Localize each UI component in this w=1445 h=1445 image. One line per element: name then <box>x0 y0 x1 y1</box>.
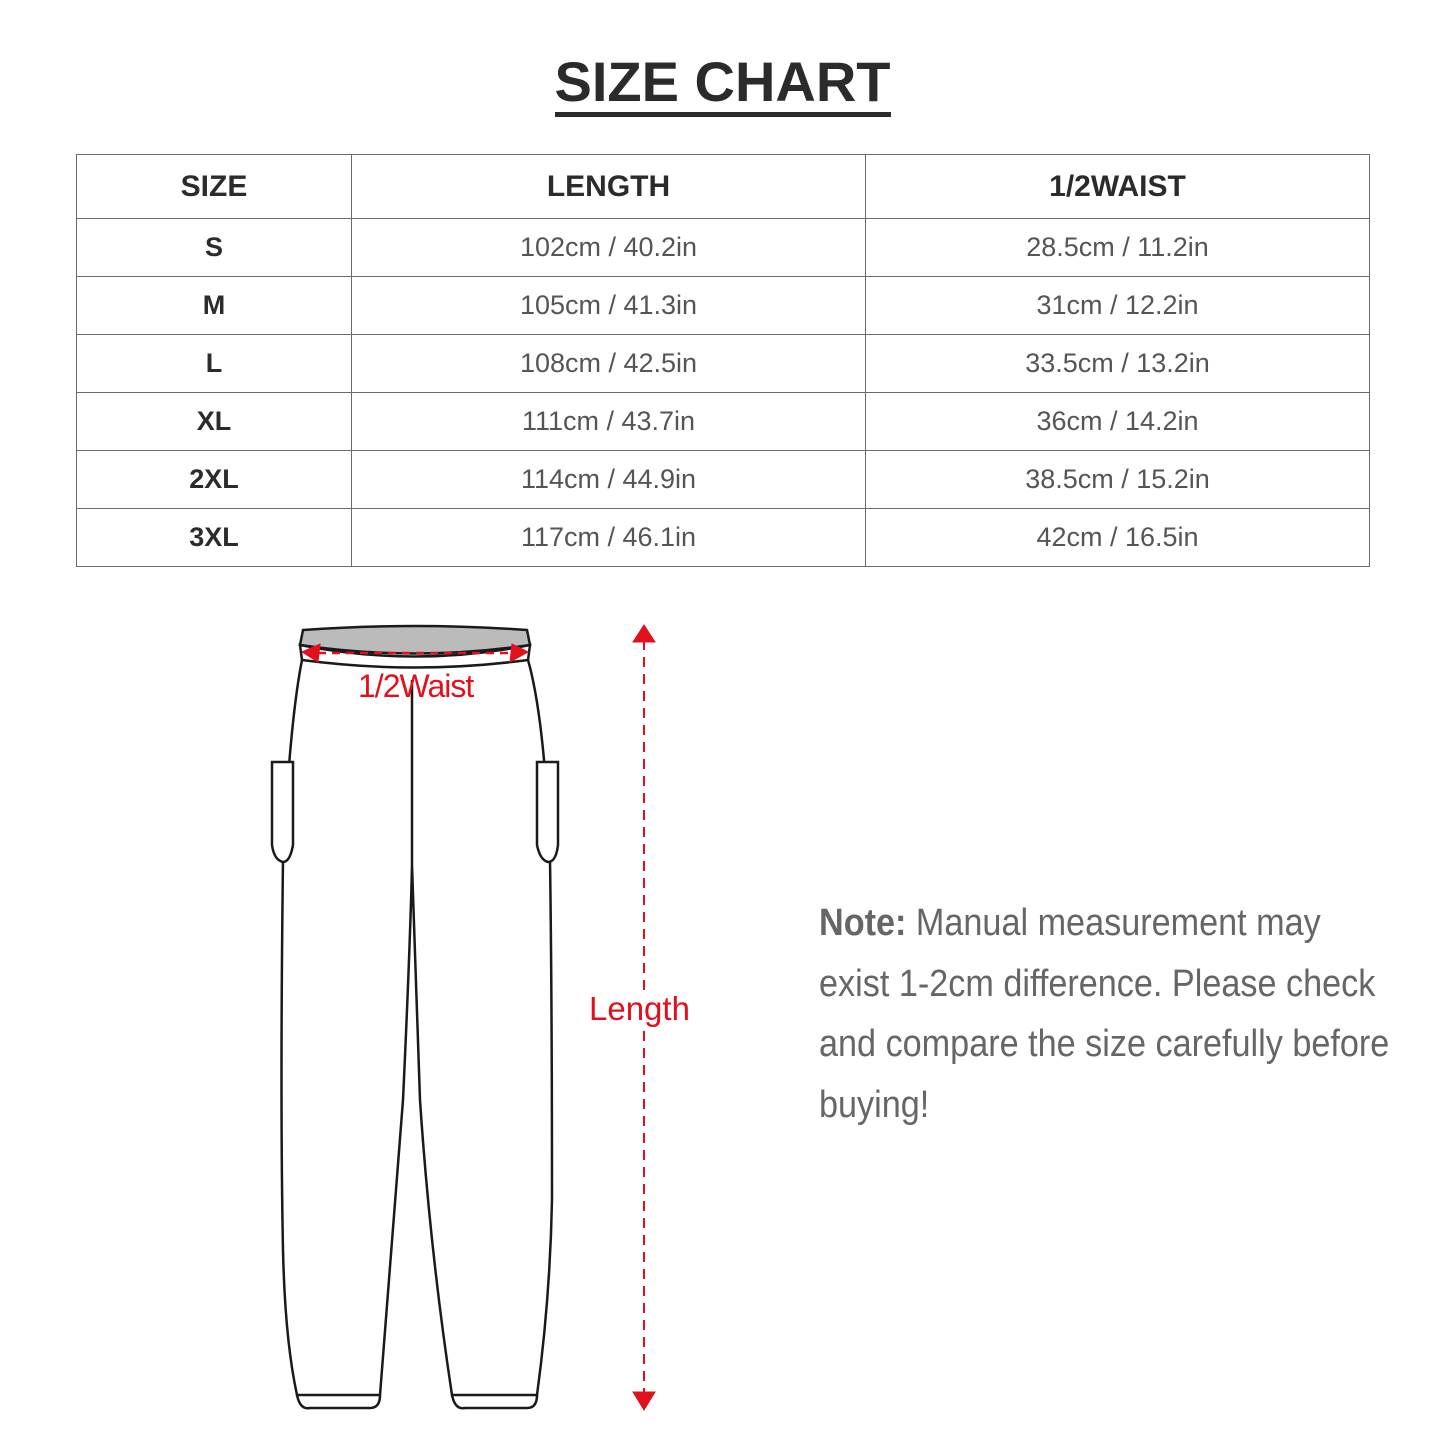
waist-arrow <box>300 643 530 663</box>
size-table: SIZE LENGTH 1/2WAIST S 102cm / 40.2in 28.5… <box>76 154 1370 567</box>
title-text: SIZE CHART <box>554 52 891 117</box>
length-cell: 111cm / 43.7in <box>351 392 866 451</box>
size-cell: 2XL <box>76 450 352 509</box>
header-size: SIZE <box>76 154 352 219</box>
waist-cell: 42cm / 16.5in <box>865 508 1370 567</box>
pants-outline <box>270 624 560 1410</box>
note-label: Note: <box>819 902 907 944</box>
table-row: 2XL 114cm / 44.9in 38.5cm / 15.2in <box>76 450 1370 509</box>
page-title: SIZE CHART <box>0 52 1445 117</box>
length-cell: 102cm / 40.2in <box>351 218 866 277</box>
note-text: Manual measurement may exist 1-2cm diffe… <box>819 902 1390 1126</box>
table-row: 3XL 117cm / 46.1in 42cm / 16.5in <box>76 508 1370 567</box>
waist-cell: 33.5cm / 13.2in <box>865 334 1370 393</box>
size-cell: 3XL <box>76 508 352 567</box>
size-cell: XL <box>76 392 352 451</box>
length-cell: 114cm / 44.9in <box>351 450 866 509</box>
length-label: Length <box>587 990 692 1028</box>
header-waist: 1/2WAIST <box>865 154 1370 219</box>
size-cell: L <box>76 334 352 393</box>
table-header-row: SIZE LENGTH 1/2WAIST <box>76 154 1370 219</box>
waist-cell: 38.5cm / 15.2in <box>865 450 1370 509</box>
waist-label: 1/2Waist <box>358 668 474 704</box>
waist-cell: 28.5cm / 11.2in <box>865 218 1370 277</box>
length-cell: 108cm / 42.5in <box>351 334 866 393</box>
note: Note: Manual measurement may exist 1-2cm… <box>819 893 1395 1135</box>
table-row: S 102cm / 40.2in 28.5cm / 11.2in <box>76 218 1370 277</box>
table-row: L 108cm / 42.5in 33.5cm / 13.2in <box>76 334 1370 393</box>
length-cell: 105cm / 41.3in <box>351 276 866 335</box>
length-cell: 117cm / 46.1in <box>351 508 866 567</box>
table-row: XL 111cm / 43.7in 36cm / 14.2in <box>76 392 1370 451</box>
